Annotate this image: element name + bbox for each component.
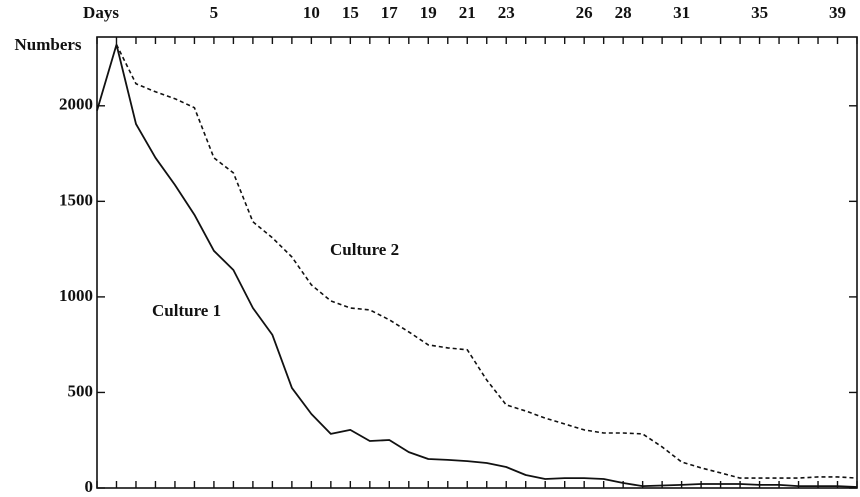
x-tick-label: 35 bbox=[751, 3, 768, 22]
x-tick-label: 5 bbox=[210, 3, 219, 22]
y-tick-label: 1000 bbox=[59, 286, 93, 305]
y-tick-label: 2000 bbox=[59, 95, 93, 114]
data-line bbox=[96, 43, 858, 488]
x-tick-label: 21 bbox=[459, 3, 476, 22]
x-tick-label: 17 bbox=[381, 3, 399, 22]
plot-frame bbox=[96, 36, 858, 489]
y-axis-label: Numbers bbox=[14, 35, 81, 54]
y-tick-label: 0 bbox=[85, 477, 94, 496]
data-line bbox=[115, 44, 858, 479]
series-label: Culture 1 bbox=[152, 301, 221, 320]
x-tick-label: 15 bbox=[342, 3, 359, 22]
series-label: Culture 2 bbox=[330, 240, 399, 259]
x-tick-label: 31 bbox=[673, 3, 690, 22]
y-tick-label: 500 bbox=[68, 381, 94, 400]
x-tick-label: 10 bbox=[303, 3, 320, 22]
x-tick-label: 28 bbox=[615, 3, 632, 22]
x-tick-label: 19 bbox=[420, 3, 437, 22]
x-tick-label: 23 bbox=[498, 3, 515, 22]
x-axis-label: Days bbox=[83, 3, 119, 22]
y-tick-label: 1500 bbox=[59, 190, 93, 209]
x-tick-label: 26 bbox=[576, 3, 593, 22]
x-tick-label: 39 bbox=[829, 3, 846, 22]
